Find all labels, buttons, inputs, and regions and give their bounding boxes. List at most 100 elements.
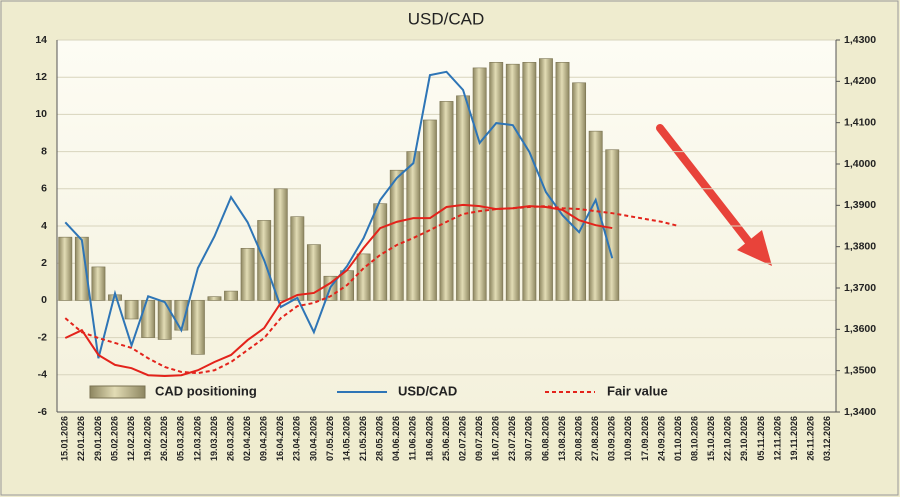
x-tick-label: 11.06.2026 (408, 416, 418, 461)
x-tick-label: 09.07.2026 (474, 416, 484, 461)
y-tick-label: 0 (41, 294, 47, 306)
x-tick-label: 15.01.2026 (60, 416, 70, 461)
bar (422, 119, 437, 301)
y2-tick-label: 1,3800 (844, 240, 876, 252)
y2-tick-label: 1,3900 (844, 199, 876, 211)
x-tick-label: 01.10.2026 (673, 416, 683, 461)
bar (489, 62, 504, 301)
legend-label: Fair value (607, 383, 668, 398)
x-tick-label: 22.01.2026 (76, 416, 86, 461)
x-tick-label: 19.02.2026 (143, 416, 153, 461)
x-tick-label: 12.03.2026 (192, 416, 202, 461)
line (64, 205, 679, 375)
x-tick-label: 27.08.2026 (590, 416, 600, 461)
x-tick-label: 28.05.2026 (375, 416, 385, 461)
y-tick-label: 6 (41, 183, 47, 195)
x-tick-label: 14.05.2026 (341, 416, 351, 461)
x-tick-label: 04.06.2026 (391, 416, 401, 461)
bar (522, 62, 537, 301)
x-tick-label: 19.03.2026 (209, 416, 219, 461)
bar (539, 58, 553, 301)
bar (588, 130, 603, 301)
x-tick-label: 12.11.2026 (772, 416, 782, 461)
bar (572, 82, 587, 301)
x-tick-label: 26.02.2026 (159, 416, 169, 461)
x-tick-label: 30.07.2026 (524, 416, 534, 461)
x-tick-label: 18.06.2026 (424, 416, 434, 461)
x-tick-label: 24.09.2026 (656, 416, 666, 461)
x-tick-label: 21.05.2026 (358, 416, 368, 461)
bar (555, 62, 570, 301)
y2-tick-label: 1,3500 (844, 364, 876, 376)
x-tick-label: 12.02.2026 (126, 416, 136, 461)
bar (406, 151, 421, 301)
bar (58, 236, 73, 301)
bar (456, 95, 471, 301)
bar (240, 248, 255, 301)
x-tick-label: 05.02.2026 (109, 416, 119, 461)
y-tick-label: 8 (41, 145, 47, 157)
x-tick-label: 29.10.2026 (739, 416, 749, 461)
x-tick-label: 23.07.2026 (507, 416, 517, 461)
y2-tick-label: 1,3400 (844, 406, 876, 418)
x-tick-label: 08.10.2026 (689, 416, 699, 461)
bar (91, 266, 106, 301)
bar (124, 300, 139, 320)
bar (306, 244, 321, 301)
bar (74, 236, 89, 301)
bar (207, 296, 222, 301)
chart-title: USD/CAD (408, 9, 485, 28)
x-tick-label: 19.11.2026 (789, 416, 799, 461)
x-tick-label: 13.08.2026 (557, 416, 567, 461)
x-tick-label: 25.06.2026 (441, 416, 451, 461)
bar (224, 290, 238, 301)
y2-tick-label: 1,4200 (844, 75, 876, 87)
bar (505, 63, 520, 301)
x-tick-label: 02.07.2026 (457, 416, 467, 461)
x-tick-label: 20.08.2026 (573, 416, 583, 461)
x-tick-label: 02.04.2026 (242, 416, 252, 461)
y2-tick-label: 1,3600 (844, 323, 876, 335)
x-tick-label: 29.01.2026 (93, 416, 103, 461)
x-tick-label: 30.04.2026 (308, 416, 318, 461)
y-tick-label: 12 (35, 71, 47, 83)
y-tick-label: 4 (41, 220, 47, 232)
y2-tick-label: 1,4000 (844, 158, 876, 170)
bar (356, 253, 371, 301)
x-tick-label: 17.09.2026 (640, 416, 650, 461)
x-tick-label: 26.11.2026 (806, 416, 816, 461)
x-tick-label: 09.04.2026 (259, 416, 269, 461)
y2-tick-label: 1,4300 (844, 34, 876, 46)
x-tick-label: 16.07.2026 (491, 416, 501, 461)
bar (605, 149, 620, 301)
x-tick-label: 06.08.2026 (540, 416, 550, 461)
bar (472, 67, 487, 301)
x-tick-label: 03.12.2026 (822, 416, 832, 461)
y-tick-label: 14 (35, 34, 47, 46)
x-tick-label: 16.04.2026 (275, 416, 285, 461)
bar (157, 300, 172, 340)
x-tick-label: 03.09.2026 (607, 416, 617, 461)
bar (141, 300, 156, 338)
y2-tick-label: 1,4100 (844, 116, 876, 128)
bar (389, 169, 404, 301)
legend-label: CAD positioning (155, 383, 257, 398)
y-tick-label: -6 (38, 406, 47, 418)
bar (290, 216, 305, 301)
y-tick-label: 10 (35, 108, 47, 120)
y-tick-label: 2 (41, 257, 47, 269)
x-tick-label: 07.05.2026 (325, 416, 335, 461)
y2-tick-label: 1,3700 (844, 282, 876, 294)
bar (439, 101, 454, 301)
x-tick-label: 10.09.2026 (623, 416, 633, 461)
x-tick-label: 05.03.2026 (176, 416, 186, 461)
bar (273, 188, 288, 301)
bar (190, 300, 205, 355)
y-tick-label: -4 (38, 369, 47, 381)
x-tick-label: 22.10.2026 (723, 416, 733, 461)
x-tick-label: 15.10.2026 (706, 416, 716, 461)
x-tick-label: 23.04.2026 (292, 416, 302, 461)
legend-swatch (89, 385, 146, 399)
y-tick-label: -2 (38, 331, 47, 343)
